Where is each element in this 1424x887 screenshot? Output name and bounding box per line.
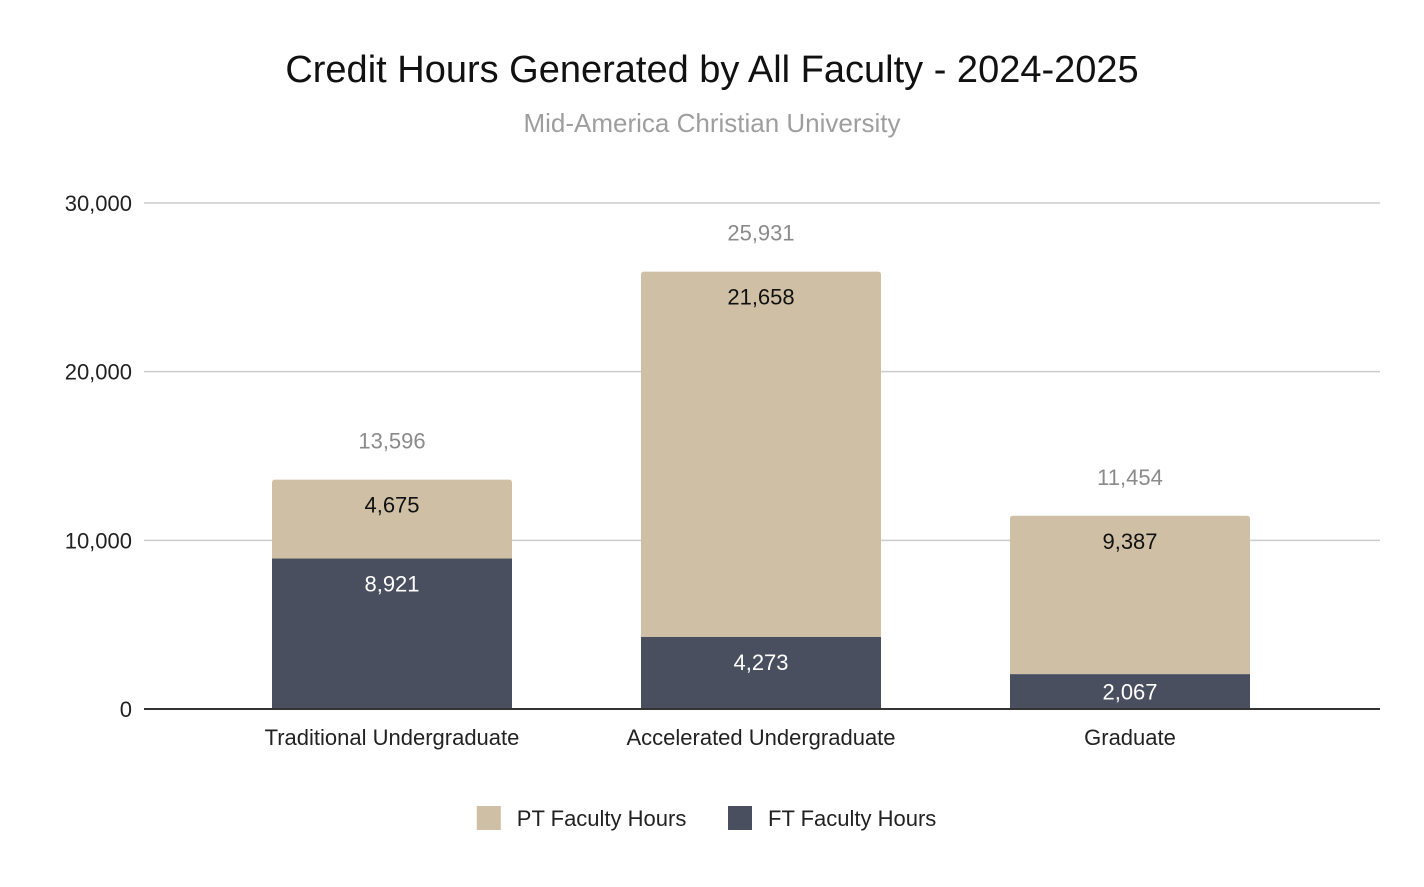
x-tick-label: Graduate [1084,725,1176,750]
legend-label: FT Faculty Hours [768,806,936,831]
total-label: 13,596 [358,429,425,454]
axis-layer: 0 10,000 20,000 30,000 Traditional Undergrad… [65,191,1380,750]
data-label-pt: 4,675 [364,493,419,518]
bar-pt-faculty-hours [641,271,881,637]
data-label-ft: 2,067 [1102,680,1157,705]
legend-item: FT Faculty Hours [728,806,936,831]
data-label-pt: 9,387 [1102,529,1157,554]
bar-ft-faculty-hours [641,636,881,709]
x-tick-label: Accelerated Undergraduate [626,725,895,750]
y-tick-label: 30,000 [65,191,132,216]
legend: PT Faculty Hours FT Faculty Hours [476,806,936,831]
y-tick-label: 20,000 [65,360,132,385]
bar-ft-faculty-hours [1010,674,1250,709]
bar-pt-faculty-hours [1010,515,1250,675]
data-label-ft: 4,273 [733,650,788,675]
legend-item: PT Faculty Hours [476,806,687,831]
total-label: 11,454 [1097,465,1163,490]
bar-pt-faculty-hours [272,479,512,559]
bars-layer [272,271,1250,709]
chart-title: Credit Hours Generated by All Faculty - … [285,49,1138,91]
legend-swatch [476,806,501,830]
legend-swatch [728,806,752,830]
data-label-pt: 21,658 [727,285,794,310]
chart-subtitle: Mid-America Christian University [523,108,900,138]
legend-label: PT Faculty Hours [517,806,687,831]
total-label: 25,931 [727,221,794,246]
y-tick-label: 0 [120,697,132,722]
bar-ft-faculty-hours [272,558,512,709]
x-tick-label: Traditional Undergraduate [265,725,520,750]
y-tick-label: 10,000 [65,528,132,553]
data-label-ft: 8,921 [364,572,419,597]
labels-layer: 4,675 8,921 13,596 21,658 4,273 25,931 9,387 2,… [358,221,1162,705]
